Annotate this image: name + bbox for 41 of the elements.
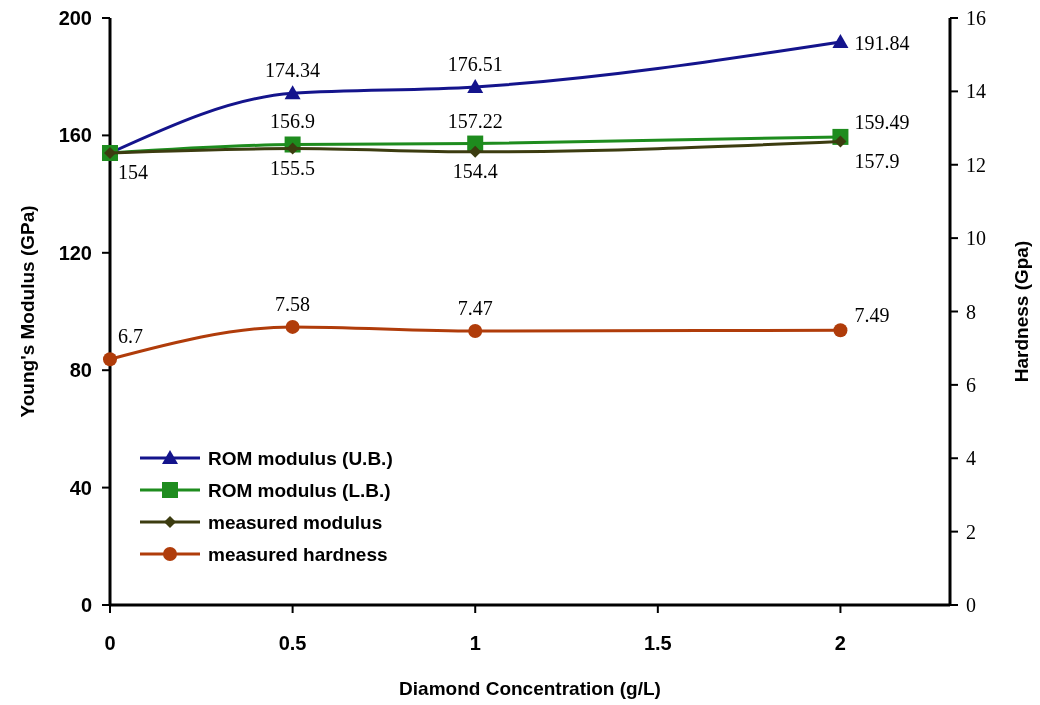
y2-tick-label: 0: [966, 594, 976, 616]
y-axis-title: Young's Modulus (GPa): [17, 205, 38, 418]
y2-tick-label: 2: [966, 520, 976, 543]
data-label: 7.49: [854, 304, 890, 327]
legend-label: measured hardness: [208, 544, 388, 565]
y-tick-label: 80: [69, 359, 92, 382]
y-tick-label: 200: [58, 7, 92, 29]
y2-tick-label: 16: [966, 7, 986, 29]
data-label: 157.22: [447, 109, 503, 132]
y2-tick-label: 8: [966, 300, 976, 323]
data-label: 154.4: [452, 159, 498, 182]
data-label: 174.34: [265, 59, 321, 82]
y-tick-label: 160: [58, 124, 92, 147]
data-label: 157.9: [854, 149, 900, 172]
y-tick-label: 0: [80, 594, 92, 616]
data-label: 7.47: [457, 296, 493, 319]
x-tick-label: 2: [834, 632, 846, 654]
y2-axis-title: Hardness (Gpa): [1011, 240, 1032, 383]
data-label: 176.51: [447, 52, 503, 75]
y2-tick-label: 4: [966, 447, 976, 470]
y2-tick-label: 10: [966, 227, 986, 250]
y-tick-label: 120: [58, 241, 92, 264]
y2-tick-label: 6: [966, 373, 976, 396]
x-tick-label: 1.5: [643, 632, 672, 654]
legend-label: ROM modulus (L.B.): [208, 480, 391, 501]
legend-label: ROM modulus (U.B.): [208, 448, 393, 469]
legend-label: measured modulus: [208, 512, 383, 533]
y2-tick-label: 12: [966, 153, 986, 176]
data-label: 159.49: [854, 110, 910, 133]
data-label: 155.5: [270, 156, 316, 179]
y2-tick-label: 14: [966, 80, 986, 103]
data-label: 7.58: [275, 292, 311, 315]
data-label: 6.7: [118, 325, 143, 348]
x-tick-label: 0.5: [278, 632, 307, 654]
x-axis-title: Diamond Concentration (g/L): [399, 678, 661, 699]
data-label: 156.9: [270, 110, 316, 133]
y-tick-label: 40: [69, 476, 92, 499]
data-label: 154: [118, 161, 148, 184]
x-tick-label: 1: [469, 632, 481, 654]
x-tick-label: 0: [104, 632, 116, 654]
data-label: 191.84: [854, 31, 910, 54]
